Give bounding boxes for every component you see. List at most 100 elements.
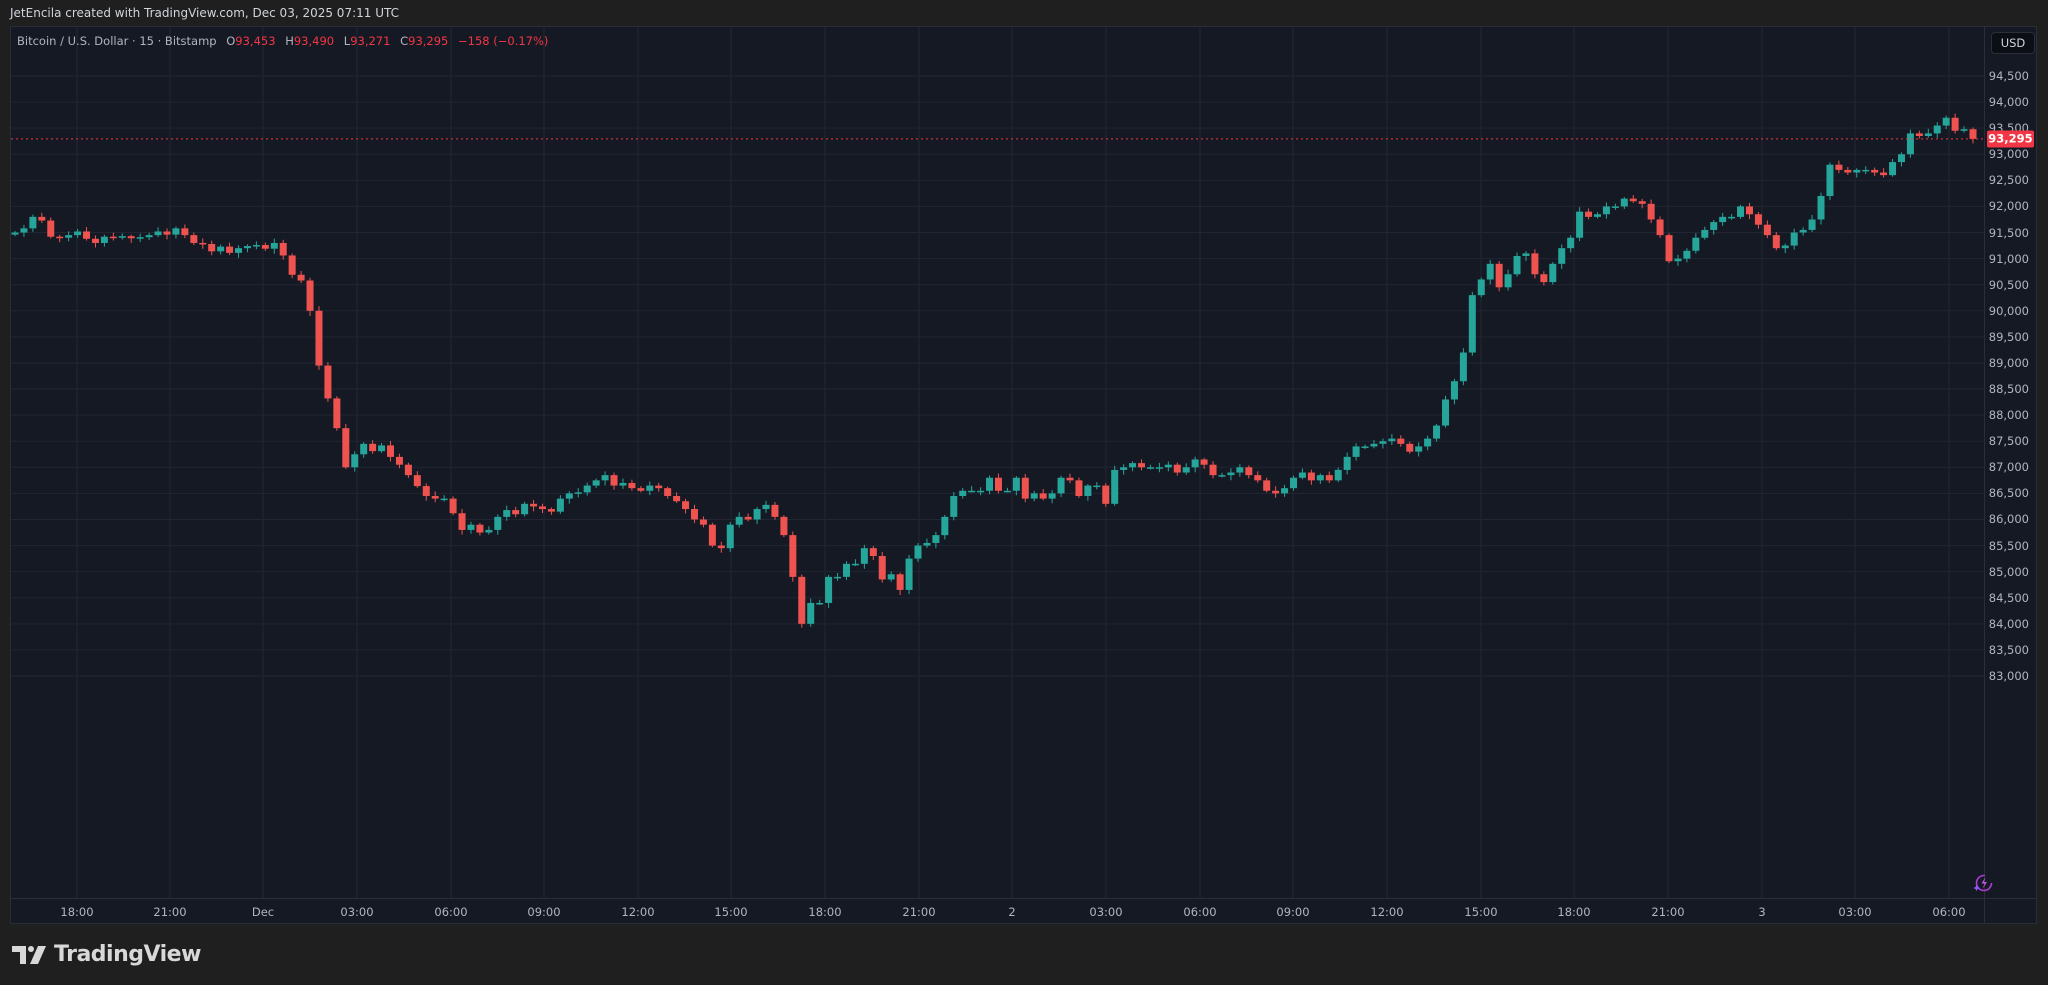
candle-body <box>1450 381 1458 400</box>
candle-body <box>226 246 234 253</box>
candle-body <box>145 235 153 238</box>
candle-body <box>842 563 850 577</box>
time-axis[interactable]: 18:00 21:00 Dec 03:00 06:00 09:00 12:00 15:00 18… <box>11 898 1984 923</box>
candle-body <box>1915 133 1923 136</box>
candle-body <box>235 248 243 253</box>
candle-body <box>655 485 663 489</box>
candle-body <box>476 524 484 533</box>
candle-body <box>172 228 180 235</box>
candle-body <box>351 454 359 468</box>
candle-body <box>1066 477 1074 481</box>
candle-body <box>1361 446 1369 448</box>
candle-body <box>1871 169 1879 173</box>
candle-body <box>521 503 529 515</box>
candle-body <box>1754 214 1762 225</box>
candle-body <box>816 602 824 605</box>
candle-body <box>628 482 636 489</box>
candle-body <box>217 246 225 252</box>
candle-body <box>1951 117 1959 131</box>
candle-body <box>1486 263 1494 280</box>
candle-body <box>1048 493 1056 499</box>
candle-body <box>1254 475 1262 481</box>
candle-body <box>29 216 37 229</box>
candle-body <box>1844 169 1852 173</box>
ohlc-legend: Bitcoin / U.S. Dollar · 15 · Bitstamp O9… <box>17 34 548 48</box>
axis-corner <box>1984 898 2036 923</box>
price-tick: 83,000 <box>1988 669 2029 683</box>
candle-body <box>690 509 698 520</box>
high-label: H <box>285 34 294 48</box>
tradingview-logo-icon <box>12 945 46 964</box>
candle-body <box>422 486 430 496</box>
candle-body <box>878 556 886 580</box>
time-tick: 15:00 <box>714 905 748 919</box>
candle-body <box>109 236 117 239</box>
candle-body <box>1942 117 1950 126</box>
candle-body <box>1862 169 1870 172</box>
candle-body <box>306 280 314 311</box>
candle-body <box>413 475 421 487</box>
tradingview-logo[interactable]: TradingView <box>12 942 201 967</box>
candle-body <box>1781 245 1789 249</box>
candle-body <box>851 563 859 566</box>
candle-body <box>565 493 573 499</box>
candle-body <box>682 501 690 510</box>
candle-body <box>1719 216 1727 223</box>
candle-body <box>1057 477 1065 494</box>
price-tick: 85,500 <box>1988 538 2029 553</box>
candle-body <box>762 504 770 510</box>
chart-plot-area[interactable]: Bitcoin / U.S. Dollar · 15 · Bitstamp O9… <box>11 27 1984 898</box>
candle-body <box>1093 485 1101 488</box>
candle-body <box>789 535 797 577</box>
candle-body <box>1039 493 1047 499</box>
candle-body <box>771 504 779 517</box>
candle-body <box>1522 253 1530 256</box>
candle-body <box>1808 219 1816 230</box>
candle-body <box>610 475 618 486</box>
candle-body <box>735 516 743 525</box>
candle-body <box>1880 172 1888 176</box>
candle-body <box>1674 258 1682 262</box>
candle-body <box>297 274 305 281</box>
candle-body <box>1576 211 1584 238</box>
candle-body <box>1021 477 1029 499</box>
candle-body <box>1236 467 1244 473</box>
candle-body <box>1424 438 1432 447</box>
candle-body <box>1397 438 1405 444</box>
candle-body <box>1379 441 1387 444</box>
candle-body <box>1155 467 1163 469</box>
candle-body <box>1272 490 1280 494</box>
lightning-icon[interactable] <box>1973 873 1993 893</box>
candle-body <box>896 574 904 590</box>
candle-body <box>1307 472 1315 481</box>
candle-body <box>467 524 475 530</box>
candle-body <box>20 228 28 233</box>
price-tick: 83,500 <box>1988 642 2029 657</box>
symbol-label[interactable]: Bitcoin / U.S. Dollar · 15 · Bitstamp <box>17 34 217 48</box>
candle-body <box>83 231 91 239</box>
price-tick: 88,500 <box>1988 382 2029 397</box>
candle-body <box>1263 480 1271 491</box>
candle-body <box>673 496 681 502</box>
price-tick: 94,000 <box>1988 95 2029 110</box>
candle-body <box>1290 477 1298 489</box>
price-axis[interactable]: 83,000 83,500 84,000 84,500 85,000 85,500 86,0… <box>1984 27 2036 898</box>
brand-name: TradingView <box>54 942 201 967</box>
candle-body <box>1218 475 1226 477</box>
candlestick-chart[interactable] <box>11 27 1984 898</box>
currency-button[interactable]: USD <box>1991 32 2035 54</box>
candle-body <box>1692 237 1700 251</box>
price-tick: 92,500 <box>1988 173 2029 188</box>
candle-body <box>1960 129 1968 131</box>
candle-body <box>395 456 403 465</box>
candle-body <box>1969 129 1977 139</box>
candle-body <box>914 545 922 559</box>
time-tick: 18:00 <box>60 905 94 919</box>
candle-body <box>1245 467 1253 476</box>
candle-body <box>556 498 564 512</box>
candle-body <box>1173 464 1181 473</box>
candle-body <box>1817 196 1825 220</box>
candle-body <box>261 245 269 249</box>
candle-body <box>1737 206 1745 217</box>
candle-body <box>1227 472 1235 476</box>
